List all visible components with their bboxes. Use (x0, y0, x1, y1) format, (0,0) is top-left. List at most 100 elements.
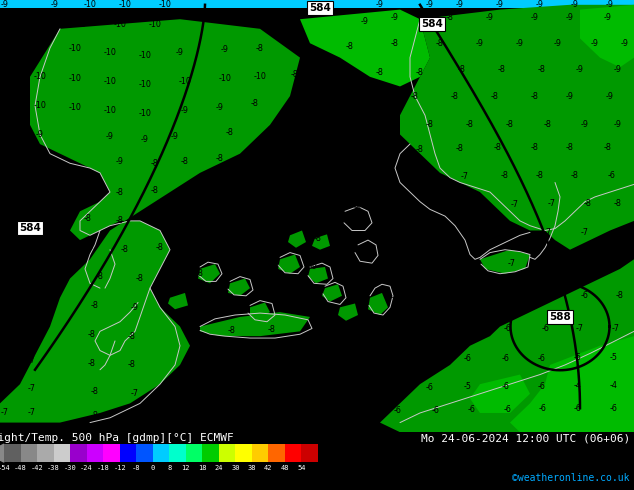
Text: -9: -9 (51, 0, 59, 9)
Text: -8: -8 (291, 71, 299, 79)
Bar (136, 444, 153, 462)
Text: -8: -8 (86, 243, 94, 252)
Text: -9: -9 (621, 39, 629, 48)
Text: -9: -9 (1, 20, 9, 28)
Text: -9: -9 (131, 303, 139, 312)
Text: -6: -6 (468, 405, 476, 414)
Text: -9: -9 (606, 92, 614, 100)
Text: -8: -8 (132, 465, 141, 471)
Polygon shape (368, 293, 388, 315)
Text: -9: -9 (36, 130, 44, 139)
Text: -8: -8 (416, 68, 424, 76)
Text: -38: -38 (47, 465, 60, 471)
Text: -9: -9 (476, 39, 484, 48)
Text: -10: -10 (68, 44, 81, 52)
Text: -8: -8 (304, 178, 312, 187)
Text: 30: 30 (231, 465, 240, 471)
Text: -7: -7 (191, 327, 199, 336)
Text: -8: -8 (196, 212, 204, 220)
Text: -8: -8 (536, 171, 544, 180)
Text: -8: -8 (256, 44, 264, 52)
Text: -5: -5 (610, 353, 618, 362)
Text: -8: -8 (236, 210, 244, 219)
Text: -6: -6 (264, 407, 272, 416)
Bar (268, 444, 285, 462)
Text: -9: -9 (486, 13, 494, 22)
Text: -7: -7 (431, 230, 439, 239)
Text: -4: -4 (574, 381, 582, 390)
Text: -8: -8 (256, 151, 264, 160)
Text: -9: -9 (181, 106, 189, 115)
Text: -7: -7 (28, 356, 36, 365)
Text: 588: 588 (549, 312, 571, 322)
Text: -9: -9 (171, 132, 179, 141)
Text: -8: -8 (274, 295, 282, 304)
Text: -8: -8 (331, 96, 339, 104)
Text: -8: -8 (614, 199, 622, 208)
Polygon shape (228, 278, 250, 296)
Text: -7: -7 (351, 354, 359, 363)
Polygon shape (0, 444, 4, 462)
Text: -8: -8 (456, 145, 464, 153)
Text: -9: -9 (376, 0, 384, 9)
Text: 54: 54 (297, 465, 306, 471)
Text: -8: -8 (466, 121, 474, 129)
Text: -8: -8 (28, 269, 36, 278)
Text: -10: -10 (68, 74, 81, 83)
Text: -8: -8 (296, 149, 304, 158)
Polygon shape (338, 303, 358, 321)
Text: -7: -7 (28, 409, 36, 417)
Text: -18: -18 (97, 465, 110, 471)
Text: -7: -7 (576, 324, 584, 333)
Text: -10: -10 (219, 74, 231, 83)
Polygon shape (278, 254, 300, 274)
Text: -9: -9 (614, 121, 622, 129)
Text: -8: -8 (531, 144, 539, 152)
Text: -8: -8 (344, 176, 352, 185)
Text: -7: -7 (1, 385, 9, 393)
Text: -9: -9 (361, 17, 369, 25)
Text: -8: -8 (394, 262, 402, 270)
Text: -8: -8 (506, 121, 514, 129)
Text: -10: -10 (0, 73, 11, 81)
Text: -8: -8 (228, 326, 236, 335)
Text: -8: -8 (116, 188, 124, 196)
Text: -8: -8 (501, 171, 509, 180)
Text: -8: -8 (604, 144, 612, 152)
Text: -6: -6 (608, 171, 616, 180)
Text: -10: -10 (113, 20, 126, 28)
Text: 18: 18 (198, 465, 207, 471)
Text: -5: -5 (574, 353, 582, 362)
Text: -10: -10 (179, 77, 191, 86)
Text: -8: -8 (88, 330, 96, 339)
Text: -8: -8 (151, 215, 159, 223)
Text: -8: -8 (91, 301, 99, 310)
Text: -9: -9 (1, 154, 9, 163)
Text: -8: -8 (436, 39, 444, 48)
Text: -10: -10 (103, 106, 117, 115)
Text: -10: -10 (84, 0, 96, 9)
Text: -9: -9 (234, 296, 242, 305)
Text: -6: -6 (426, 383, 434, 392)
Text: -12: -12 (113, 465, 126, 471)
Text: -10: -10 (103, 77, 117, 86)
Text: -8: -8 (458, 65, 466, 74)
Text: -8: -8 (276, 207, 284, 216)
Text: -6: -6 (356, 407, 364, 416)
Bar (54, 444, 70, 462)
Text: -8: -8 (376, 146, 384, 154)
Bar (202, 444, 219, 462)
Text: -7: -7 (544, 293, 552, 302)
Text: -8: -8 (151, 159, 159, 168)
Text: -8: -8 (394, 202, 402, 211)
Text: -7: -7 (614, 228, 622, 237)
Text: -6: -6 (389, 383, 397, 392)
Text: -8: -8 (28, 183, 36, 192)
Text: -9: -9 (28, 327, 36, 336)
Text: -7: -7 (1, 356, 9, 365)
Text: -7: -7 (389, 354, 397, 363)
Text: -8: -8 (506, 293, 514, 302)
Bar (235, 444, 252, 462)
Polygon shape (300, 10, 430, 86)
Text: -10: -10 (139, 51, 152, 60)
